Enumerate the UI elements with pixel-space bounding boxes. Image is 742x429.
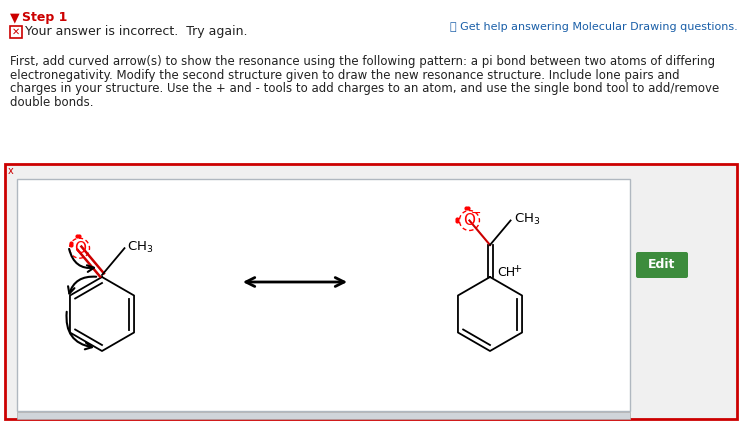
Text: electronegativity. Modify the second structure given to draw the new resonance s: electronegativity. Modify the second str… xyxy=(10,69,680,82)
Text: Edit: Edit xyxy=(649,259,676,272)
Text: charges in your structure. Use the + and - tools to add charges to an atom, and : charges in your structure. Use the + and… xyxy=(10,82,719,95)
Text: Step 1: Step 1 xyxy=(22,11,68,24)
Text: O: O xyxy=(74,241,87,256)
Text: +: + xyxy=(513,264,522,274)
FancyBboxPatch shape xyxy=(17,179,630,411)
FancyBboxPatch shape xyxy=(636,252,688,278)
Text: x: x xyxy=(8,166,14,176)
Text: double bonds.: double bonds. xyxy=(10,96,93,109)
Text: O: O xyxy=(464,213,476,228)
Text: CH$_3$: CH$_3$ xyxy=(128,240,154,255)
FancyBboxPatch shape xyxy=(10,26,22,38)
Text: −: − xyxy=(471,207,482,220)
Text: ▼: ▼ xyxy=(10,11,19,24)
Text: CH$_3$: CH$_3$ xyxy=(513,212,540,227)
Text: First, add curved arrow(s) to show the resonance using the following pattern: a : First, add curved arrow(s) to show the r… xyxy=(10,55,715,68)
Text: CH: CH xyxy=(497,266,515,280)
FancyBboxPatch shape xyxy=(17,412,630,419)
Text: ✕: ✕ xyxy=(12,27,20,37)
FancyBboxPatch shape xyxy=(5,164,737,419)
Text: Your answer is incorrect.  Try again.: Your answer is incorrect. Try again. xyxy=(25,25,248,39)
Text: ⓘ Get help answering Molecular Drawing questions.: ⓘ Get help answering Molecular Drawing q… xyxy=(450,22,738,32)
